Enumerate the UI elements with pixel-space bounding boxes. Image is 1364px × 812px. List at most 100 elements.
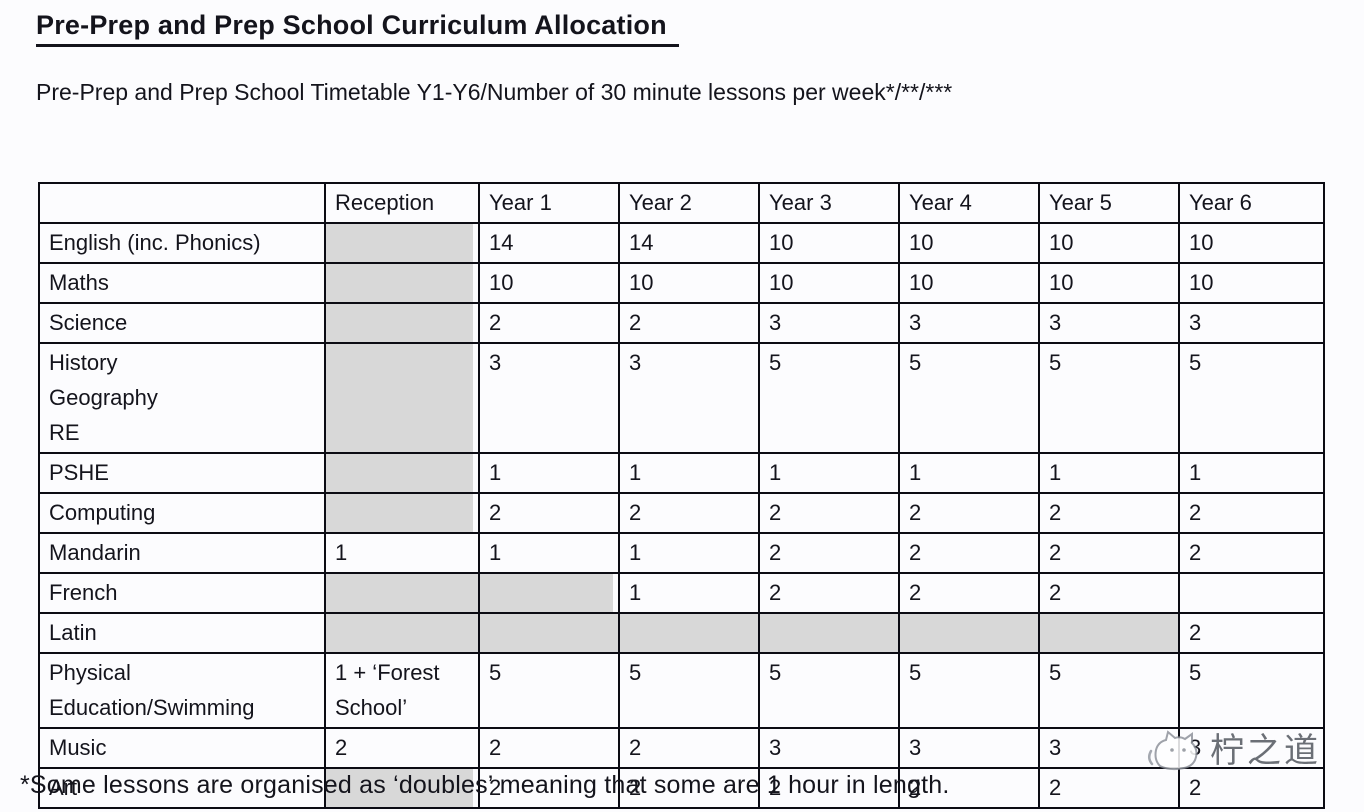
value-cell: 2 xyxy=(758,767,900,809)
value-cell: 2 xyxy=(618,727,760,769)
value-cell: 2 xyxy=(478,767,620,809)
value-cell: 1 xyxy=(1178,452,1325,494)
value-cell: 2 xyxy=(758,532,900,574)
value-cell: 10 xyxy=(618,262,760,304)
value-cell: 1 xyxy=(478,452,620,494)
value-cell: 10 xyxy=(1038,222,1180,264)
subject-cell: Science xyxy=(38,302,326,344)
subject-cell: Art xyxy=(38,767,326,809)
value-cell: 5 xyxy=(618,652,760,729)
value-cell: 5 xyxy=(1038,342,1180,454)
value-cell: 10 xyxy=(898,262,1040,304)
value-cell xyxy=(898,612,1040,654)
value-cell xyxy=(324,302,480,344)
value-cell: 3 xyxy=(478,342,620,454)
value-cell: 2 xyxy=(1178,767,1325,809)
value-cell: 2 xyxy=(1178,612,1325,654)
value-cell: 2 xyxy=(618,767,760,809)
value-cell: 5 xyxy=(898,652,1040,729)
table-row: French 1 2 2 2 xyxy=(38,572,1325,614)
column-header: Reception xyxy=(324,182,480,224)
table-row: PSHE 1 1 1 1 1 1 xyxy=(38,452,1325,494)
value-cell: 2 xyxy=(1178,492,1325,534)
subject-cell: Maths xyxy=(38,262,326,304)
subject-cell: Latin xyxy=(38,612,326,654)
value-cell: 3 xyxy=(1038,302,1180,344)
value-cell: 2 xyxy=(618,302,760,344)
value-cell xyxy=(324,342,480,454)
value-cell: 10 xyxy=(1038,262,1180,304)
value-cell: 3 xyxy=(1178,302,1325,344)
value-cell: 2 xyxy=(1038,532,1180,574)
value-cell xyxy=(324,572,480,614)
value-cell: 5 xyxy=(758,342,900,454)
value-cell: 10 xyxy=(478,262,620,304)
value-cell: 2 xyxy=(898,532,1040,574)
page-title: Pre-Prep and Prep School Curriculum Allo… xyxy=(36,10,679,47)
value-cell: 5 xyxy=(898,342,1040,454)
value-cell: 2 xyxy=(758,572,900,614)
value-cell: 2 xyxy=(618,492,760,534)
column-header: Year 6 xyxy=(1178,182,1325,224)
value-cell: 5 xyxy=(1178,652,1325,729)
column-header: Year 4 xyxy=(898,182,1040,224)
value-cell: 1 xyxy=(618,532,760,574)
value-cell xyxy=(324,222,480,264)
value-cell: 1 xyxy=(618,572,760,614)
value-cell: 3 xyxy=(758,302,900,344)
subject-cell: Music xyxy=(38,727,326,769)
value-cell: 1 xyxy=(1038,452,1180,494)
column-header: Year 2 xyxy=(618,182,760,224)
value-cell: 2 xyxy=(898,572,1040,614)
subject-cell: English (inc. Phonics) xyxy=(38,222,326,264)
subject-cell: French xyxy=(38,572,326,614)
value-cell: 14 xyxy=(478,222,620,264)
subject-cell: Mandarin xyxy=(38,532,326,574)
table-body: English (inc. Phonics) 14 14 10 10 10 10 Maths 1… xyxy=(38,222,1325,809)
value-cell xyxy=(478,612,620,654)
value-cell: 1 xyxy=(758,452,900,494)
value-cell: 1 + ‘Forest School’ xyxy=(324,652,480,729)
value-cell: 2 xyxy=(478,302,620,344)
value-cell: 2 xyxy=(1178,532,1325,574)
value-cell xyxy=(758,612,900,654)
value-cell: 5 xyxy=(478,652,620,729)
subject-cell: Computing xyxy=(38,492,326,534)
column-header xyxy=(38,182,326,224)
value-cell: 2 xyxy=(758,492,900,534)
column-header: Year 3 xyxy=(758,182,900,224)
value-cell: 2 xyxy=(898,492,1040,534)
value-cell: 1 xyxy=(898,452,1040,494)
table-row: History Geography RE 3 3 5 5 5 5 xyxy=(38,342,1325,454)
value-cell xyxy=(324,492,480,534)
value-cell: 14 xyxy=(618,222,760,264)
value-cell xyxy=(478,572,620,614)
table-row: Mandarin 1 1 1 2 2 2 2 xyxy=(38,532,1325,574)
value-cell xyxy=(324,612,480,654)
table-row: Latin 2 xyxy=(38,612,1325,654)
subject-cell: History Geography RE xyxy=(38,342,326,454)
table-row: English (inc. Phonics) 14 14 10 10 10 10 xyxy=(38,222,1325,264)
value-cell: 2 xyxy=(324,727,480,769)
value-cell: 2 xyxy=(1038,492,1180,534)
value-cell: 3 xyxy=(758,727,900,769)
value-cell: 2 xyxy=(898,767,1040,809)
value-cell xyxy=(1178,572,1325,614)
table-row: Science 2 2 3 3 3 3 xyxy=(38,302,1325,344)
value-cell: 1 xyxy=(478,532,620,574)
value-cell: 2 xyxy=(1038,767,1180,809)
value-cell: 10 xyxy=(758,222,900,264)
value-cell: 2 xyxy=(478,727,620,769)
page-subtitle: Pre-Prep and Prep School Timetable Y1-Y6… xyxy=(36,79,953,105)
value-cell: 3 xyxy=(1178,727,1325,769)
value-cell: 10 xyxy=(758,262,900,304)
value-cell xyxy=(618,612,760,654)
value-cell: 1 xyxy=(324,532,480,574)
table-row: Maths 10 10 10 10 10 10 xyxy=(38,262,1325,304)
value-cell: 10 xyxy=(898,222,1040,264)
footnote: *Some lessons are organised as ‘doubles’… xyxy=(20,771,950,799)
value-cell: 2 xyxy=(478,492,620,534)
value-cell xyxy=(324,452,480,494)
